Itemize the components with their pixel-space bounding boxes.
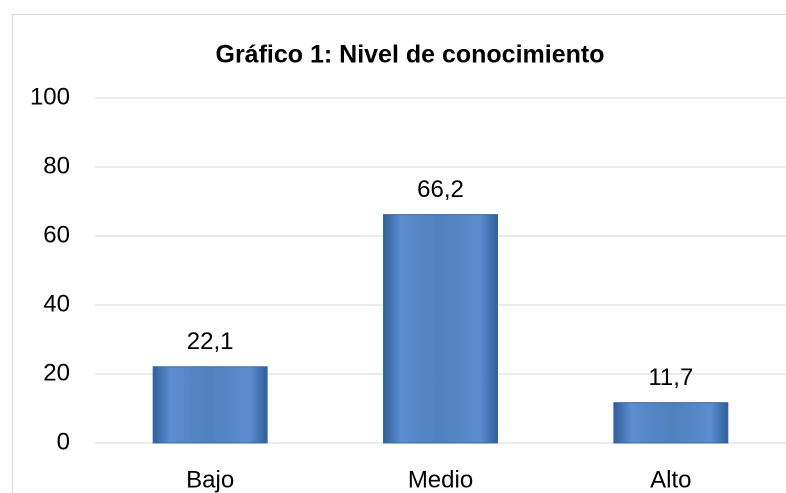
y-tick-label: 20 bbox=[43, 359, 70, 386]
bar bbox=[613, 402, 729, 444]
x-tick-label: Bajo bbox=[186, 466, 234, 493]
y-tick-label: 80 bbox=[43, 152, 70, 179]
data-label: 66,2 bbox=[417, 176, 464, 203]
y-tick-label: 60 bbox=[43, 221, 70, 248]
chart-border bbox=[12, 14, 786, 493]
x-tick-label: Alto bbox=[650, 466, 691, 493]
y-tick-label: 40 bbox=[43, 290, 70, 317]
data-label: 11,7 bbox=[648, 364, 693, 391]
bar bbox=[383, 214, 498, 444]
data-label: 22,1 bbox=[187, 328, 234, 355]
chart-title: Gráfico 1: Nivel de conocimiento bbox=[216, 41, 605, 69]
y-tick-label: 0 bbox=[57, 428, 70, 455]
bar bbox=[152, 366, 268, 444]
x-tick-label: Medio bbox=[408, 466, 473, 493]
y-tick-label: 100 bbox=[30, 83, 70, 110]
